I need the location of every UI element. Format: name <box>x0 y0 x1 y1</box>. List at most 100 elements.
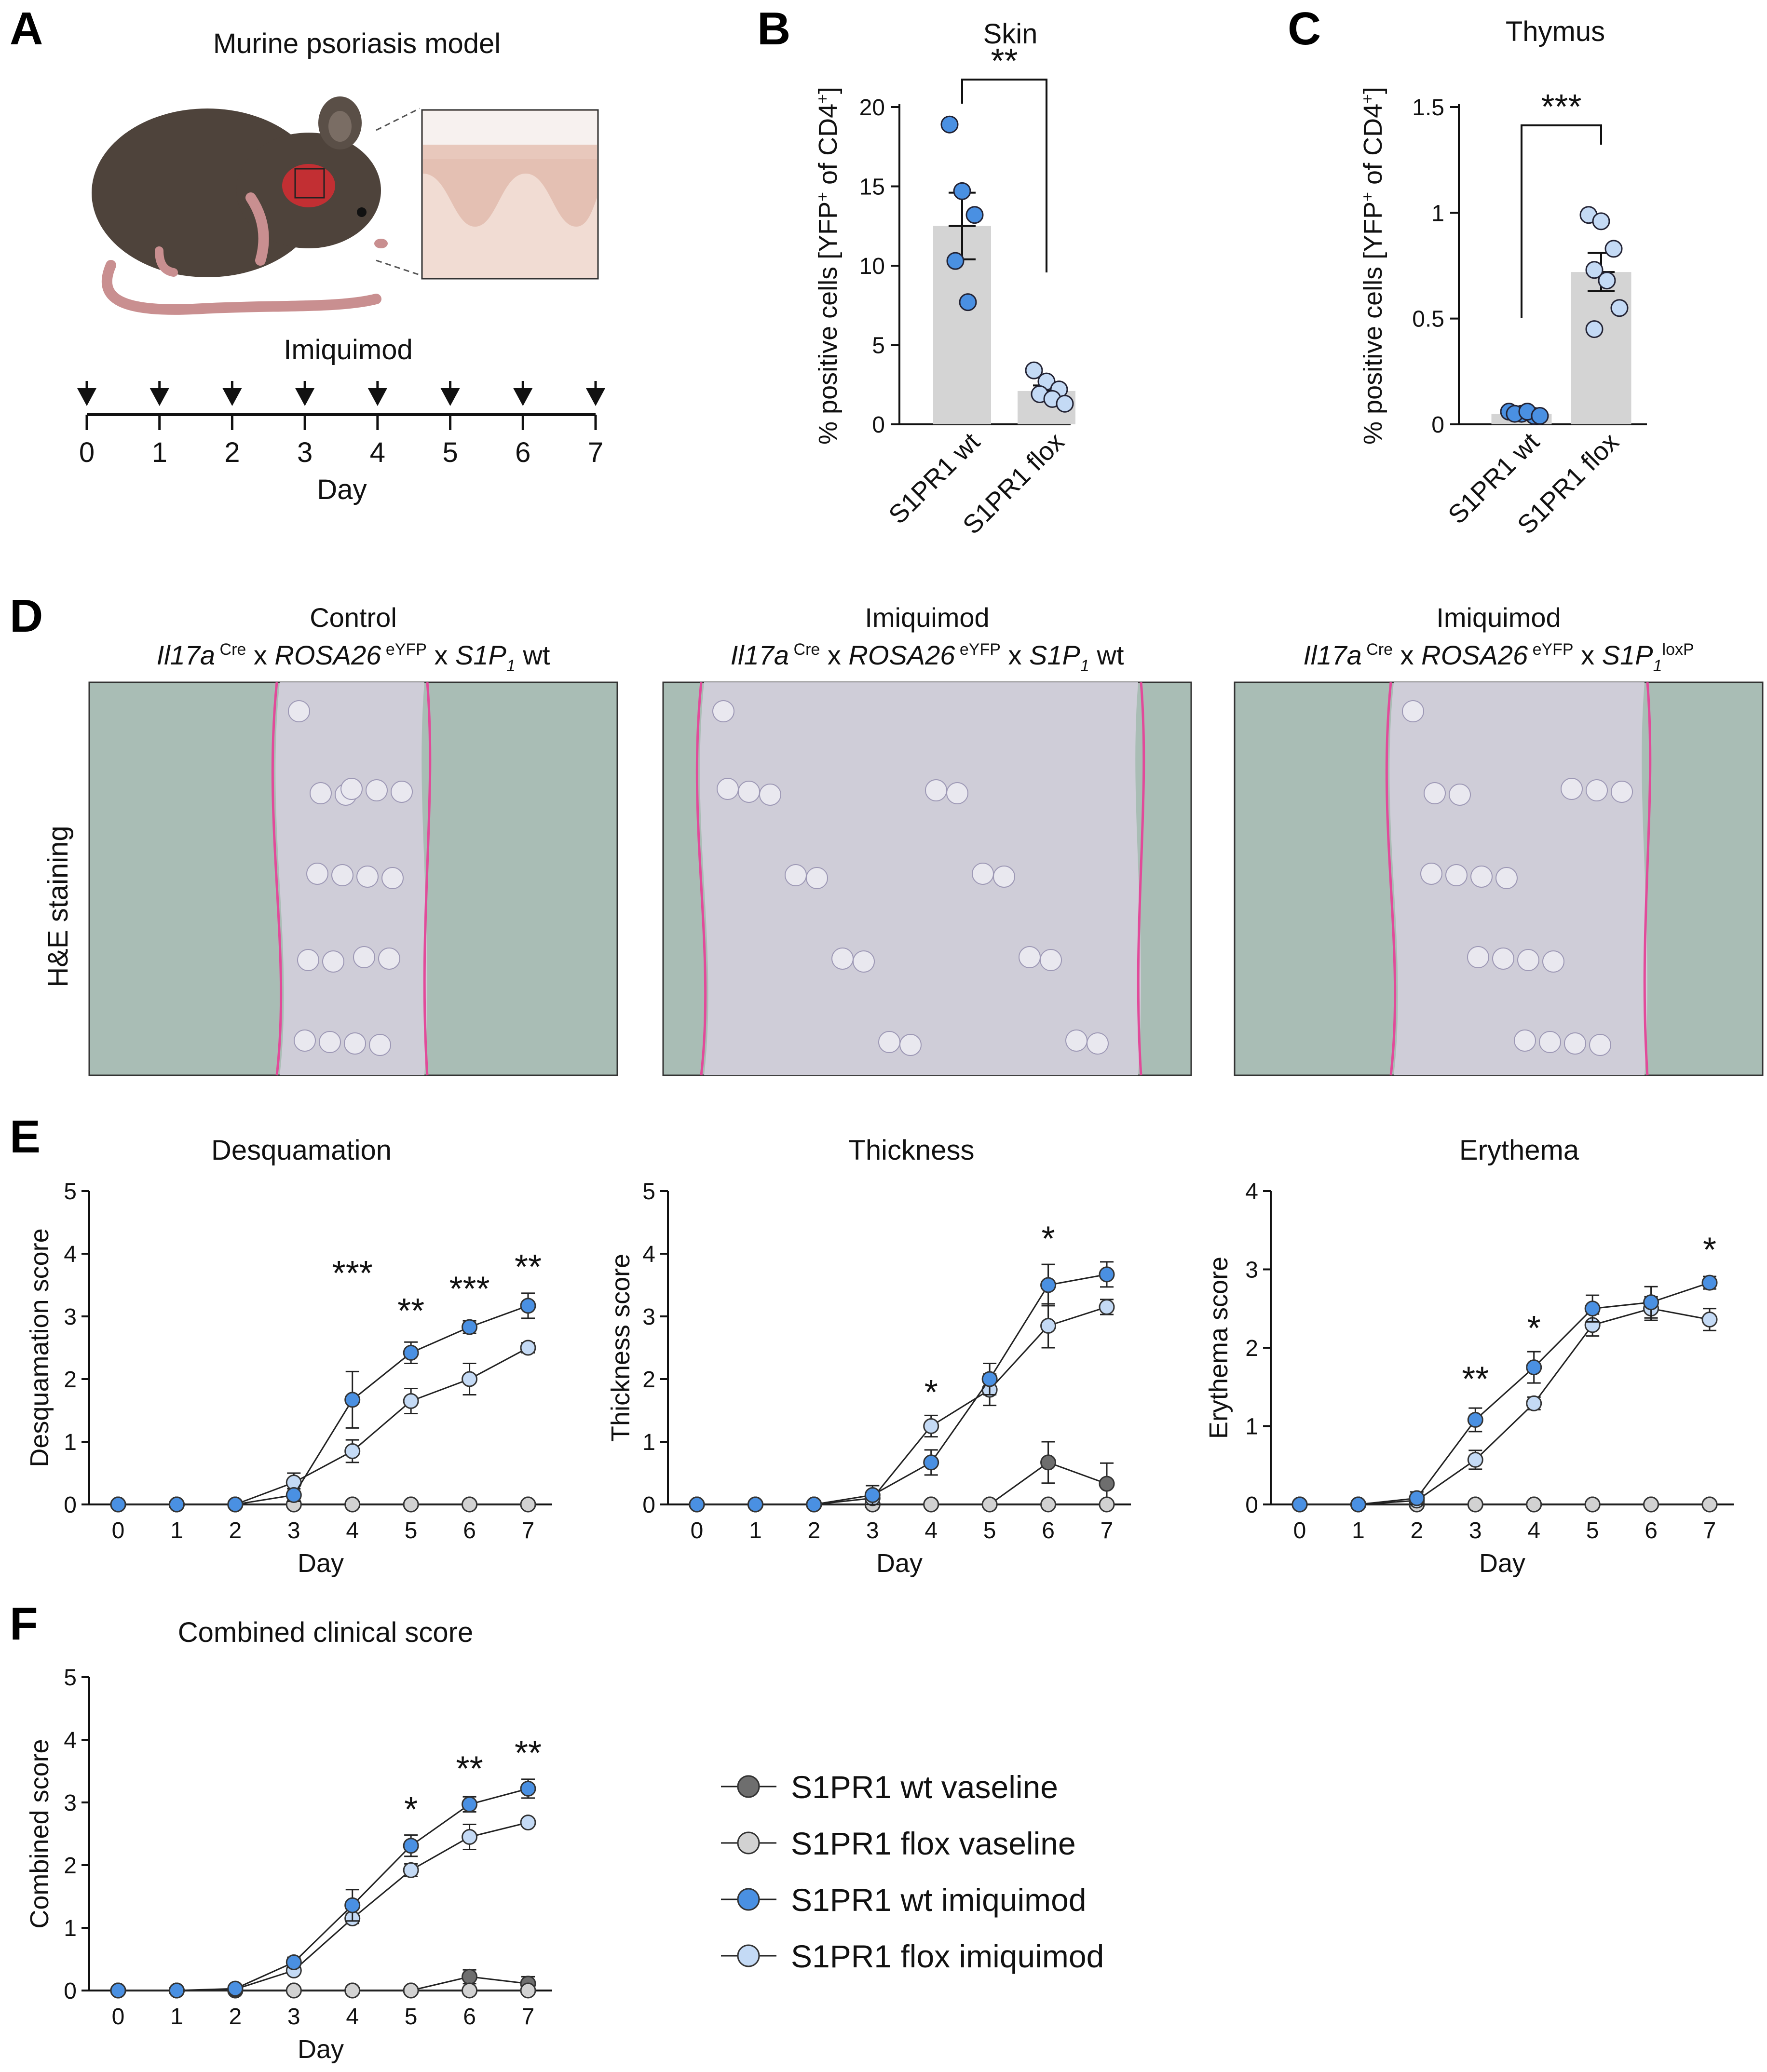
adipocyte-cell <box>369 1034 391 1056</box>
adipocyte-cell <box>1492 948 1514 970</box>
data-point-wt-imiquimod <box>403 1838 419 1854</box>
x-tick-label: 7 <box>522 1518 535 1544</box>
x-tick-label: 1 <box>170 2004 183 2030</box>
significance-stars: * <box>1703 1231 1716 1269</box>
adipocyte-cell <box>1467 946 1489 968</box>
skin-schematic <box>421 109 599 280</box>
data-point-wt-imiquimod <box>747 1496 763 1513</box>
adipocyte-cell <box>925 779 947 801</box>
data-point-flox-imiquimod <box>520 1815 536 1831</box>
x-tick-label: 3 <box>1469 1518 1482 1544</box>
data-point-wt-imiquimod <box>462 1796 478 1813</box>
histology-genotype: Il17a Cre x ROSA26 eYFP x S1P1 wt <box>731 640 1124 675</box>
series-line-wt-imiquimod <box>118 1788 529 1991</box>
adipocyte-cell <box>899 1034 922 1056</box>
x-tick-label: 6 <box>463 2004 476 2030</box>
data-point <box>965 206 984 224</box>
chart-e-thickness: Thickness 0 1 2 3 4 5 0 1 2 3 4 5 6 7 Day Thickness scor… <box>606 1135 1131 1578</box>
data-point-wt-imiquimod <box>1526 1359 1542 1376</box>
timeline-day-label: 2 <box>224 437 240 468</box>
timeline-day-label: 5 <box>442 437 458 468</box>
data-point-flox-imiquimod <box>1526 1395 1542 1411</box>
x-tick-label: 3 <box>287 2004 300 2030</box>
data-point-flox-imiquimod <box>520 1340 536 1356</box>
x-tick-label: 6 <box>463 1518 476 1544</box>
data-point-wt-imiquimod <box>285 1487 302 1503</box>
x-tick-label: 5 <box>405 1518 418 1544</box>
data-point <box>1056 394 1074 413</box>
legend-marker-flox-vaseline <box>737 1831 760 1855</box>
data-point-wt-imiquimod <box>1701 1274 1718 1291</box>
adipocyte-cell <box>806 867 828 889</box>
y-tick-label: 1 <box>642 1430 655 1455</box>
adipocyte-cell <box>294 1029 316 1052</box>
y-tick-label: 0 <box>1431 412 1444 438</box>
adipocyte-cell <box>1065 1029 1087 1052</box>
mouse-ear-inner <box>328 111 352 142</box>
data-point-flox-vaseline <box>462 1982 478 1999</box>
significance-stars: * <box>924 1373 938 1412</box>
adipocyte-cell <box>1561 778 1583 800</box>
y-tick-label: 5 <box>64 1179 77 1205</box>
y-tick-label: 4 <box>642 1242 655 1267</box>
data-point-wt-imiquimod <box>1467 1412 1483 1428</box>
dose-arrow-icon <box>586 388 605 406</box>
legend-marker-flox-imiquimod <box>737 1944 760 1967</box>
data-point-flox-imiquimod <box>1040 1318 1057 1334</box>
data-point-flox-vaseline <box>285 1982 302 1999</box>
adipocyte-cell <box>353 946 375 968</box>
data-point <box>1598 271 1616 290</box>
panel-label-a: A <box>10 3 43 54</box>
chart-f-combined: Combined clinical score 0 1 2 3 4 5 0 1 2 3 4 5 6 7 Day… <box>25 1617 552 2064</box>
y-axis-label: Combined score <box>25 1739 54 1928</box>
data-point-wt-imiquimod <box>520 1298 536 1314</box>
adipocyte-cell <box>1564 1032 1586 1055</box>
x-tick-label: 7 <box>1101 1518 1114 1544</box>
adipocyte-cell <box>1542 950 1564 973</box>
y-tick-label: 4 <box>64 1242 77 1267</box>
adipocyte-cell <box>319 1031 341 1053</box>
data-point-flox-vaseline <box>981 1496 998 1513</box>
legend-label: S1PR1 wt vaseline <box>791 1769 1058 1805</box>
x-tick-label: 5 <box>405 2004 418 2030</box>
adipocyte-cell <box>344 1032 366 1055</box>
timeline-axis-label: Day <box>317 474 367 505</box>
chart-e-desquamation: Desquamation 0 1 2 3 4 5 0 1 2 3 4 5 6 7 Day Desquamatio… <box>25 1135 552 1578</box>
x-tick-label: 0 <box>112 2004 125 2030</box>
chart-title: Erythema <box>1459 1135 1579 1166</box>
data-point-flox-vaseline <box>344 1496 361 1513</box>
stratum-corneum-edge <box>423 682 432 1076</box>
data-point <box>1610 299 1629 317</box>
epidermis-upper <box>423 145 597 159</box>
significance-bracket <box>1521 124 1602 318</box>
dose-arrow-icon <box>367 388 387 406</box>
significance-stars: *** <box>332 1254 373 1293</box>
stratum-corneum-edge <box>271 682 283 1076</box>
adipocyte-cell <box>356 866 379 888</box>
y-tick-label: 0.5 <box>1412 307 1444 332</box>
data-point-wt-imiquimod <box>806 1496 822 1513</box>
data-point-flox-vaseline <box>403 1982 419 1999</box>
adipocyte-cell <box>1514 1029 1536 1052</box>
dose-arrow-icon <box>77 388 96 406</box>
adipocyte-cell <box>1445 864 1468 886</box>
adipocyte-cell <box>1586 779 1608 801</box>
epidermis-rete <box>423 159 597 227</box>
data-point <box>1592 212 1610 230</box>
adipocyte-cell <box>340 778 363 800</box>
data-point-wt-imiquimod <box>110 1982 126 1999</box>
psoriasis-model-title: Murine psoriasis model <box>213 28 501 59</box>
data-point-wt-imiquimod <box>689 1496 705 1513</box>
data-point-flox-vaseline <box>520 1496 536 1513</box>
series-line-flox-imiquimod <box>118 1822 529 1991</box>
panel-label-b: B <box>757 3 790 54</box>
data-point-wt-imiquimod <box>168 1982 185 1999</box>
y-tick-label: 0 <box>64 1978 77 2004</box>
tissue-section <box>1389 682 1647 1075</box>
y-tick-label: 20 <box>859 95 885 121</box>
data-point-wt-imiquimod <box>1584 1300 1601 1317</box>
data-point-wt-vaseline <box>1040 1454 1057 1471</box>
adipocyte-cell <box>946 782 968 804</box>
timeline-day-label: 6 <box>515 437 530 468</box>
x-tick-label: 3 <box>866 1518 879 1544</box>
